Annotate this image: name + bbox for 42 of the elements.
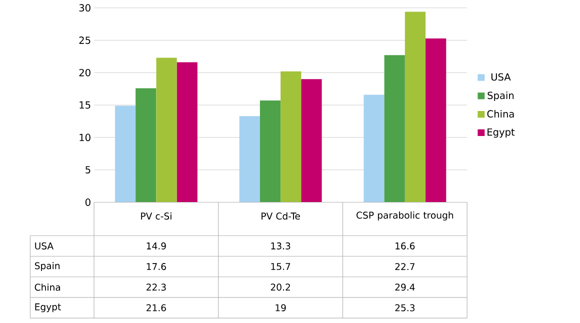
- data-label: 15.7: [271, 263, 290, 270]
- data-label: 21.6: [146, 304, 166, 312]
- legend-label: USA: [491, 73, 511, 81]
- bar: [426, 38, 446, 202]
- y-tick-label: 10: [80, 134, 90, 142]
- bar: [176, 62, 198, 202]
- data-label: 14.9: [146, 242, 166, 250]
- bar: [404, 12, 426, 202]
- bar: [384, 55, 405, 202]
- text: USA: [35, 242, 54, 250]
- x-tick-label: CSP parabolic trough: [356, 212, 454, 220]
- data-label: 13.3: [271, 242, 290, 250]
- bar: [364, 94, 384, 202]
- x-tick-label: PV c-Si: [141, 212, 172, 220]
- y-tick-label: 5: [86, 166, 90, 174]
- data-label: 20.2: [270, 284, 290, 291]
- data-label: 22.3: [146, 284, 166, 291]
- y-tick-label: 25: [79, 36, 90, 44]
- bar: [114, 106, 136, 202]
- bar: [280, 71, 302, 202]
- y-tick-label: 15: [80, 101, 90, 109]
- y-tick-label: 20: [79, 68, 90, 76]
- text: China: [34, 284, 60, 291]
- y-tick-label: 30: [79, 4, 90, 12]
- bar: [136, 88, 156, 202]
- bar: [260, 100, 281, 202]
- text: Egypt: [35, 303, 61, 312]
- legend-label: China: [487, 110, 514, 118]
- legend-label: Egypt: [488, 128, 515, 138]
- text: Spain: [34, 262, 60, 272]
- bar: [301, 79, 322, 202]
- data-label: 19: [276, 304, 286, 312]
- bar: [239, 116, 260, 202]
- data-label: 25.3: [395, 304, 415, 312]
- bar: [156, 58, 177, 202]
- data-label: 17.6: [146, 263, 166, 270]
- data-label: 29.4: [395, 284, 415, 291]
- x-tick-label: PV Cd-Te: [262, 212, 300, 220]
- data-label: 22.7: [395, 263, 414, 270]
- legend-label: Spain: [488, 92, 514, 102]
- data-label: 16.6: [396, 242, 415, 250]
- y-tick-label: 0: [85, 198, 90, 206]
